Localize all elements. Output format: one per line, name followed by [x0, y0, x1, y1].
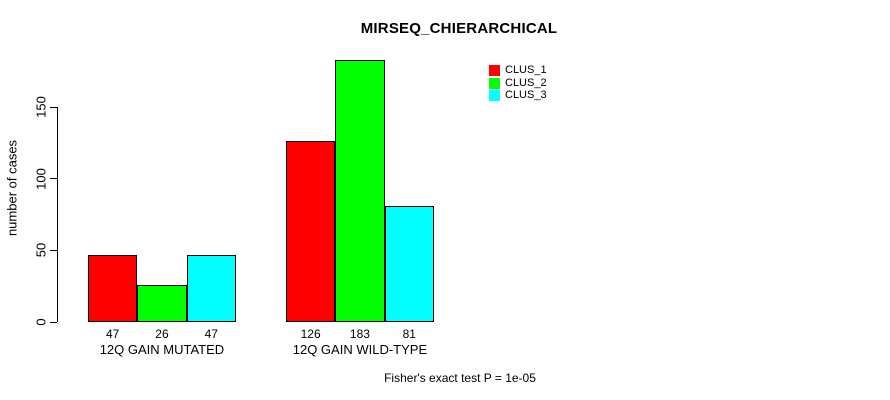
bar-value-label: 126 — [300, 327, 321, 341]
bar-value-label: 81 — [402, 327, 416, 341]
bar-clus_1-group1 — [88, 254, 138, 322]
y-tick-label: 50 — [33, 243, 49, 258]
y-axis-tick — [50, 178, 57, 180]
category-label: 12Q GAIN MUTATED — [99, 342, 225, 357]
bar-clus_3-group1 — [186, 254, 236, 322]
bar-clus_3-group2 — [384, 205, 434, 322]
bar-clus_2-group2 — [335, 59, 385, 322]
category-label: 12Q GAIN WILD-TYPE — [292, 342, 428, 357]
bar-clus_2-group1 — [137, 284, 187, 322]
y-axis-line — [57, 107, 58, 322]
y-axis-tick — [50, 249, 57, 251]
y-axis-tick — [50, 321, 57, 323]
legend-swatch-clus_3 — [489, 90, 500, 102]
annotation-text: Fisher's exact test P = 1e-05 — [384, 371, 536, 385]
y-axis-tick — [50, 106, 57, 108]
chart-title: MIRSEQ_CHIERARCHICAL — [360, 20, 558, 37]
bar-value-label: 47 — [204, 327, 218, 341]
bar-clus_1-group2 — [286, 141, 336, 322]
bar-value-label: 47 — [105, 327, 120, 341]
legend-swatch-clus_1 — [489, 65, 500, 76]
legend-label: CLUS_1 — [505, 64, 547, 76]
y-tick-label: 100 — [33, 167, 49, 190]
y-tick-label: 150 — [33, 96, 49, 118]
legend-label: CLUS_2 — [505, 76, 547, 89]
y-tick-label: 0 — [33, 318, 49, 326]
legend-label: CLUS_3 — [505, 89, 547, 102]
y-axis-label: number of cases — [4, 139, 20, 237]
bar-value-label: 183 — [349, 327, 370, 341]
legend-swatch-clus_2 — [489, 77, 500, 89]
bar-value-label: 26 — [155, 327, 169, 341]
